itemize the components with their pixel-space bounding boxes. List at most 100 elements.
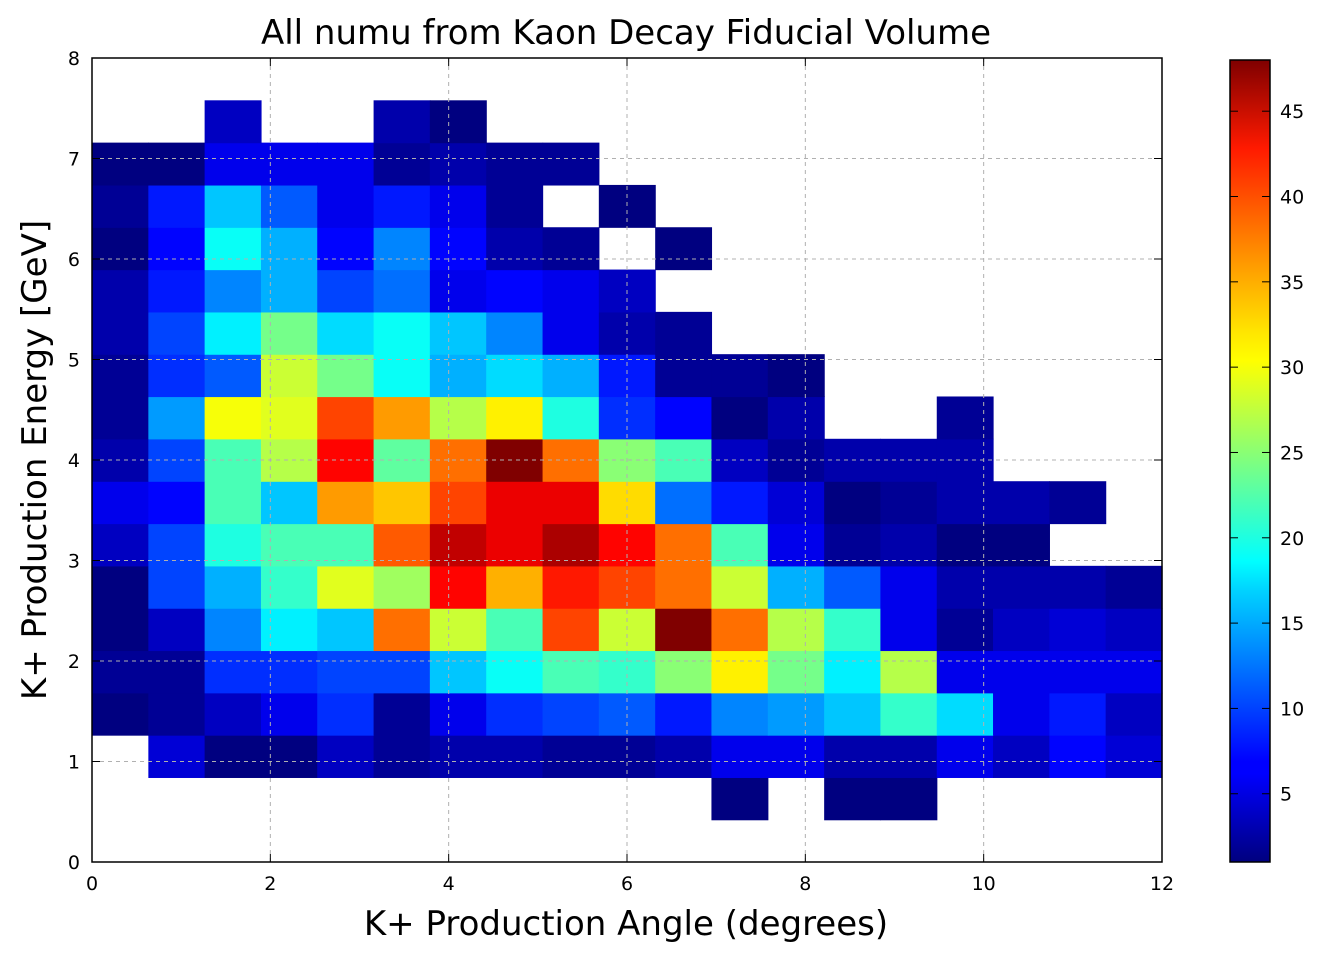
heatmap-cell	[711, 777, 769, 821]
heatmap-cell	[260, 523, 318, 567]
heatmap-cell	[880, 650, 938, 694]
colorbar-tick-label: 20	[1280, 528, 1304, 550]
heatmap-cell	[486, 481, 544, 525]
heatmap-cell	[1049, 650, 1107, 694]
heatmap-cell	[148, 396, 206, 440]
heatmap-cell	[880, 523, 938, 567]
colorbar-tick-label: 25	[1280, 442, 1304, 464]
heatmap-cell	[1049, 481, 1107, 525]
heatmap-cell	[317, 227, 375, 271]
heatmap-cell	[993, 735, 1050, 778]
y-tick-label: 1	[68, 752, 80, 774]
heatmap-cell	[317, 650, 375, 694]
heatmap-cell	[373, 565, 431, 609]
heatmap-cell	[204, 269, 262, 313]
colorbar-tick-label: 10	[1280, 698, 1304, 720]
heatmap-cell	[429, 692, 487, 736]
heatmap-cell	[92, 227, 149, 271]
heatmap-cell	[936, 565, 994, 609]
heatmap-cell	[767, 608, 825, 652]
heatmap-cell	[148, 565, 206, 609]
heatmap-cell	[260, 311, 318, 355]
heatmap-cell	[317, 354, 375, 398]
heatmap-cell	[936, 650, 994, 694]
heatmap-cell	[542, 481, 600, 525]
heatmap-cell	[1049, 565, 1107, 609]
colorbar-tick-label: 35	[1280, 272, 1304, 294]
x-tick-label: 10	[972, 873, 996, 895]
heatmap-cell	[373, 396, 431, 440]
y-tick-label: 3	[68, 551, 80, 573]
heatmap-cell	[317, 396, 375, 440]
heatmap-cell	[711, 608, 769, 652]
heatmap-cell	[148, 142, 206, 186]
heatmap-cell	[824, 650, 882, 694]
x-tick-label: 2	[264, 873, 276, 895]
heatmap-cell	[542, 227, 600, 271]
heatmap-cell	[373, 735, 431, 778]
colorbar-tick-label: 15	[1280, 613, 1304, 635]
heatmap-cell	[767, 565, 825, 609]
heatmap-cell	[936, 481, 994, 525]
heatmap-cell	[711, 523, 769, 567]
heatmap-cell	[204, 523, 262, 567]
heatmap-cell	[880, 481, 938, 525]
heatmap-cell	[824, 481, 882, 525]
heatmap-cell	[486, 142, 544, 186]
heatmap-cell	[260, 608, 318, 652]
heatmap-cell	[317, 142, 375, 186]
heatmap-cell	[148, 184, 206, 228]
heatmap-cell	[429, 481, 487, 525]
x-axis-ticks: 0 2 4 6 8 10 12	[86, 58, 1174, 895]
colorbar-gradient	[1229, 59, 1271, 863]
heatmap-cell	[260, 481, 318, 525]
heatmap-cell	[148, 692, 206, 736]
heatmap-cell	[936, 692, 994, 736]
heatmap-cell	[880, 608, 938, 652]
heatmap-cell	[317, 735, 375, 778]
heatmap-cell	[148, 608, 206, 652]
heatmap-cell	[373, 142, 431, 186]
heatmap-cell	[486, 184, 544, 228]
heatmap-cell	[373, 184, 431, 228]
heatmap-cell	[92, 565, 149, 609]
heatmap-cell	[824, 608, 882, 652]
heatmap-cell	[92, 184, 149, 228]
x-tick-label: 0	[86, 873, 98, 895]
heatmap-cell	[767, 523, 825, 567]
heatmap-cell	[767, 396, 825, 440]
heatmap-cell	[317, 692, 375, 736]
heatmap-cell	[204, 354, 262, 398]
heatmap-cell	[542, 396, 600, 440]
heatmap-cell	[767, 650, 825, 694]
heatmap-cell	[655, 481, 713, 525]
heatmap-cell	[260, 735, 318, 778]
heatmap-cell	[429, 396, 487, 440]
heatmap-cell	[317, 523, 375, 567]
heatmap-cell	[429, 608, 487, 652]
heatmap-cell	[767, 481, 825, 525]
heatmap-cell	[824, 735, 882, 778]
y-tick-label: 0	[68, 852, 80, 874]
heatmap-cell	[486, 354, 544, 398]
heatmap-cell	[993, 565, 1050, 609]
heatmap-cell	[92, 311, 149, 355]
heatmap-cell	[92, 608, 149, 652]
heatmap-cell	[373, 354, 431, 398]
heatmap-cell	[767, 354, 825, 398]
heatmap-cell	[486, 523, 544, 567]
heatmap-cell	[429, 650, 487, 694]
grid-lines	[92, 58, 1162, 862]
y-tick-label: 7	[68, 149, 80, 171]
heatmap-cell	[204, 481, 262, 525]
heatmap-cell	[711, 650, 769, 694]
chart-title: All numu from Kaon Decay Fiducial Volume	[261, 13, 991, 53]
heatmap-cell	[542, 523, 600, 567]
heatmap-cell	[542, 142, 600, 186]
heatmap-cell	[92, 142, 149, 186]
x-tick-label: 4	[443, 873, 455, 895]
heatmap-cell	[542, 608, 600, 652]
heatmap-cell	[429, 311, 487, 355]
y-tick-label: 4	[68, 450, 80, 472]
